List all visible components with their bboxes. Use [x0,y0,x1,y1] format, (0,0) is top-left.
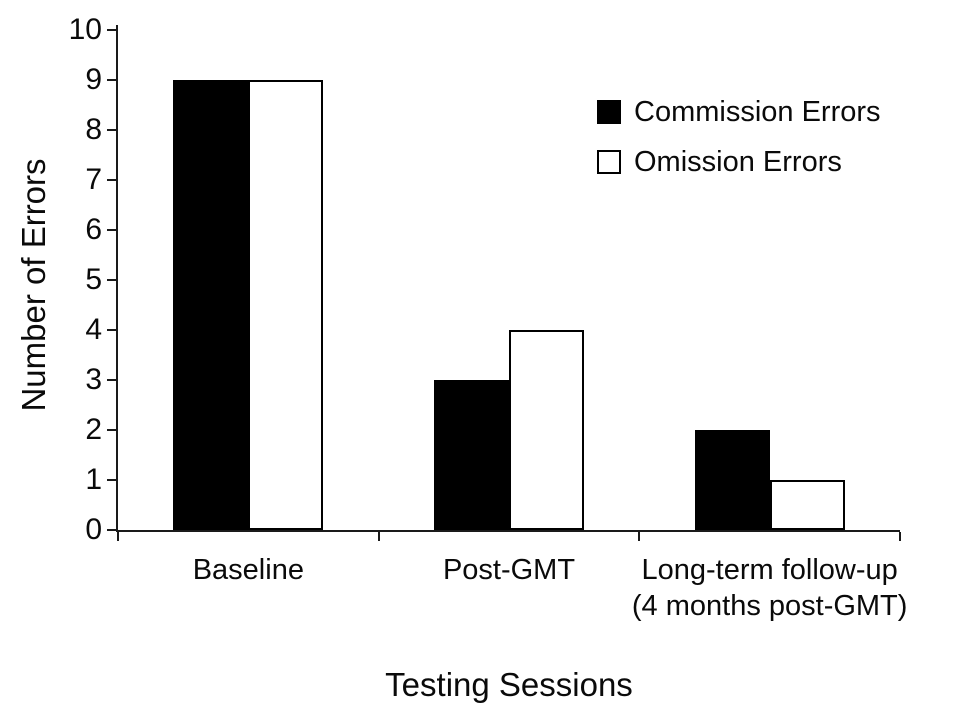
bar-omission-errors-1 [248,80,324,530]
y-tick [107,279,116,281]
legend: Commission Errors Omission Errors [597,97,881,197]
y-tick [107,379,116,381]
bar-commission-errors-3 [694,430,770,530]
y-tick-label: 6 [85,213,102,246]
y-tick-label: 5 [85,263,102,296]
y-tick-label: 2 [85,413,102,446]
y-tick [107,429,116,431]
bar-omission-errors-3 [769,480,845,530]
legend-label-commission: Commission Errors [634,96,881,128]
y-tick-label: 10 [68,13,102,46]
bar-commission-errors-1 [173,80,249,530]
x-tick [377,532,380,541]
bar-omission-errors-2 [509,330,584,530]
y-tick [107,29,116,31]
x-axis-line [116,530,900,532]
legend-item-omission-errors: Omission Errors [597,147,881,177]
y-tick-label: 8 [85,113,102,146]
y-tick-label: 9 [85,63,102,96]
y-tick [107,229,116,231]
legend-swatch-commission-icon [597,100,621,124]
x-category-label: Long-term follow-up (4 months post-GMT) [631,554,908,622]
x-category-label: Post-GMT [442,554,576,586]
y-axis-line [116,25,118,532]
y-tick-label: 0 [85,513,102,546]
y-tick [107,179,116,181]
x-category-label: Baseline [192,554,304,586]
y-tick-label: 1 [85,463,102,496]
x-tick [899,532,901,541]
y-tick [107,329,116,331]
y-tick [107,79,116,81]
x-axis-title: Testing Sessions [385,666,633,703]
y-tick [107,529,116,531]
legend-swatch-omission-icon [597,150,621,174]
x-tick [638,532,641,541]
bar-commission-errors-2 [434,380,509,530]
y-tick-label: 7 [85,163,102,196]
x-tick [117,532,119,541]
y-tick [107,129,116,131]
y-tick-label: 4 [85,313,102,346]
legend-label-omission: Omission Errors [634,146,842,178]
legend-item-commission-errors: Commission Errors [597,97,881,127]
y-tick-label: 3 [85,363,102,396]
y-tick [107,479,116,481]
